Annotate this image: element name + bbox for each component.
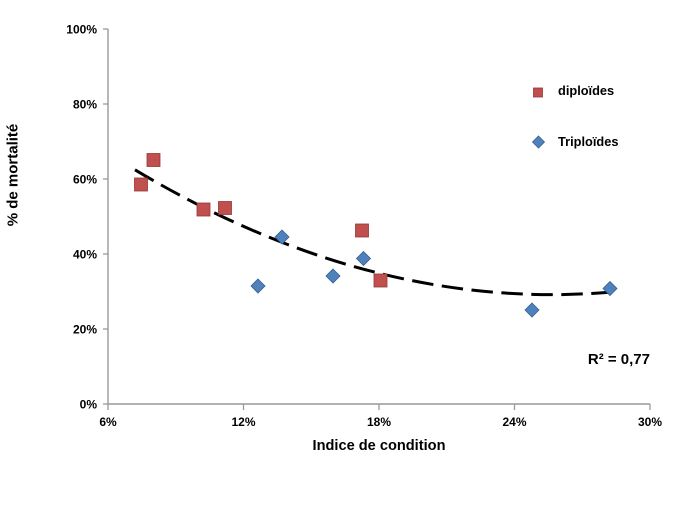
svg-text:diploïdes: diploïdes	[558, 83, 614, 98]
svg-text:80%: 80%	[73, 98, 97, 112]
svg-text:R² = 0,77: R² = 0,77	[588, 351, 650, 368]
svg-text:% de mortalité: % de mortalité	[5, 124, 22, 227]
svg-text:12%: 12%	[231, 415, 255, 429]
svg-text:24%: 24%	[502, 415, 526, 429]
svg-text:0%: 0%	[80, 398, 98, 412]
svg-text:60%: 60%	[73, 173, 97, 187]
svg-text:100%: 100%	[66, 23, 97, 37]
svg-text:Triploïdes: Triploïdes	[558, 134, 618, 149]
svg-text:20%: 20%	[73, 323, 97, 337]
svg-text:40%: 40%	[73, 248, 97, 262]
svg-text:6%: 6%	[99, 415, 117, 429]
svg-text:18%: 18%	[367, 415, 391, 429]
svg-text:Indice de condition: Indice de condition	[313, 438, 446, 454]
svg-text:30%: 30%	[638, 415, 662, 429]
